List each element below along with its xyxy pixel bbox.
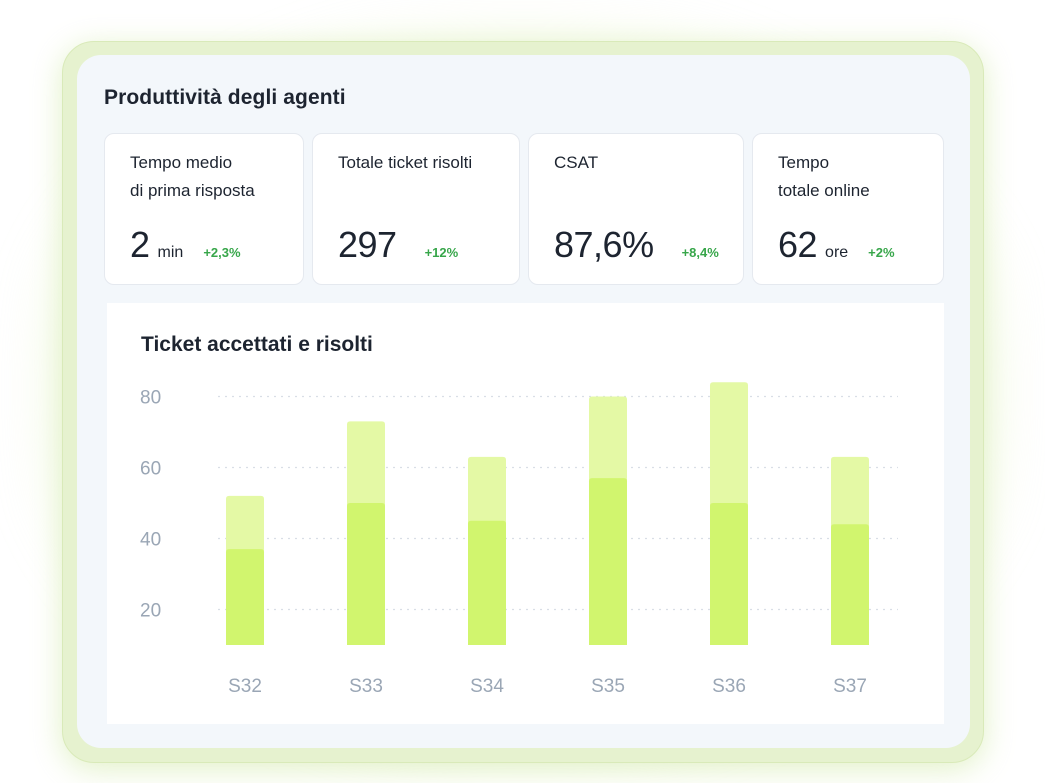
kpi-label: Tempo totale online xyxy=(778,153,870,200)
bar-resolved xyxy=(347,503,385,645)
x-tick-label: S33 xyxy=(349,676,383,697)
kpi-value-row: 87,6% +8,4% xyxy=(554,224,719,266)
kpi-card-csat: CSAT 87,6% +8,4% xyxy=(528,133,744,285)
bar-resolved xyxy=(831,524,869,645)
kpi-label: Tempo medio di prima risposta xyxy=(130,153,255,200)
kpi-delta: +2% xyxy=(868,245,895,260)
chart-title: Ticket accettati e risolti xyxy=(141,333,373,356)
kpi-value: 87,6% xyxy=(554,224,654,265)
kpi-delta: +8,4% xyxy=(681,245,719,260)
kpi-unit: ore xyxy=(825,244,849,261)
kpi-unit: min xyxy=(157,244,184,261)
kpi-value-row: 297 +12% xyxy=(338,224,458,266)
bar-resolved xyxy=(589,478,627,645)
kpi-label: Totale ticket risolti xyxy=(338,153,473,172)
kpi-card-first-response: Tempo medio di prima risposta 2 min +2,3… xyxy=(104,133,304,285)
kpi-card-total-resolved: Totale ticket risolti 297 +12% xyxy=(312,133,520,285)
x-tick-label: S37 xyxy=(833,676,867,697)
x-tick-label: S34 xyxy=(470,676,504,697)
bar-resolved xyxy=(710,503,748,645)
y-tick-label: 40 xyxy=(140,530,161,551)
kpi-card-online-time: Tempo totale online 62 ore +2% xyxy=(752,133,944,285)
kpi-value: 2 xyxy=(130,224,150,265)
kpi-value: 297 xyxy=(338,224,397,265)
panel-title: Produttività degli agenti xyxy=(104,86,346,109)
bar-resolved xyxy=(468,520,506,645)
kpi-label: CSAT xyxy=(554,153,599,172)
x-tick-label: S36 xyxy=(712,676,746,697)
kpi-value: 62 xyxy=(778,224,818,265)
bar-resolved xyxy=(226,549,264,645)
x-tick-label: S35 xyxy=(591,676,625,697)
x-tick-label: S32 xyxy=(228,676,262,697)
kpi-delta: +2,3% xyxy=(203,245,241,260)
y-tick-label: 60 xyxy=(140,459,161,480)
kpi-value-row: 2 min +2,3% xyxy=(130,224,241,266)
kpi-delta: +12% xyxy=(424,245,459,260)
y-tick-label: 20 xyxy=(140,601,161,622)
y-tick-label: 80 xyxy=(140,388,161,409)
kpi-value-row: 62 ore +2% xyxy=(778,224,895,266)
